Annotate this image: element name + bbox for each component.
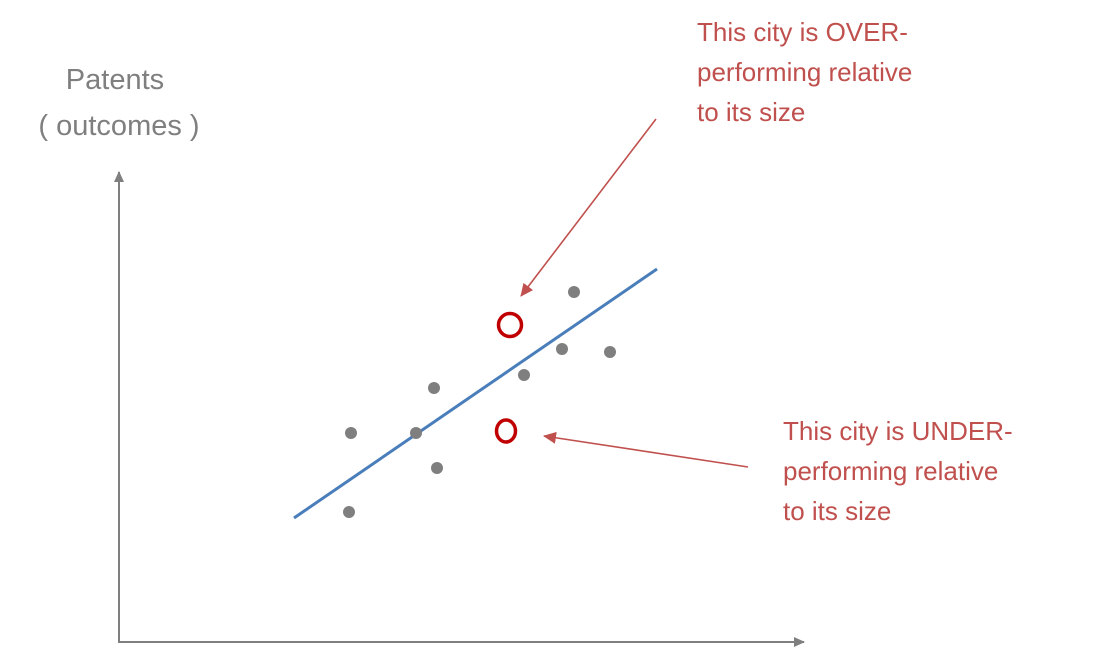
data-point — [518, 369, 530, 381]
under-performing-city-marker — [494, 418, 518, 444]
y-axis-label-line-1: Patents — [66, 64, 164, 96]
over-annotation-text: This city is OVER- performing relative t… — [697, 17, 920, 127]
over-annotation-line-1: This city is OVER- — [697, 17, 908, 47]
data-point — [604, 346, 616, 358]
under-annotation-line-3: to its size — [783, 496, 891, 526]
over-annotation-line-3: to its size — [697, 97, 805, 127]
data-point — [343, 506, 355, 518]
y-axis-label-line-2: ( outcomes ) — [38, 110, 199, 142]
data-point — [431, 462, 443, 474]
over-annotation-arrow — [520, 118, 657, 297]
y-axis-label: Patents ( outcomes ) — [38, 64, 199, 142]
data-point — [428, 382, 440, 394]
data-points — [343, 286, 616, 518]
under-annotation-text: This city is UNDER- performing relative … — [783, 416, 1020, 526]
data-point — [345, 427, 357, 439]
under-annotation-line-1: This city is UNDER- — [783, 416, 1013, 446]
over-annotation-line-2: performing relative — [697, 57, 912, 87]
data-point — [556, 343, 568, 355]
trend-line — [293, 267, 658, 520]
under-annotation-arrow — [543, 431, 749, 468]
data-point — [410, 427, 422, 439]
data-point — [568, 286, 580, 298]
over-performing-city-marker — [496, 311, 524, 339]
under-annotation-line-2: performing relative — [783, 456, 998, 486]
